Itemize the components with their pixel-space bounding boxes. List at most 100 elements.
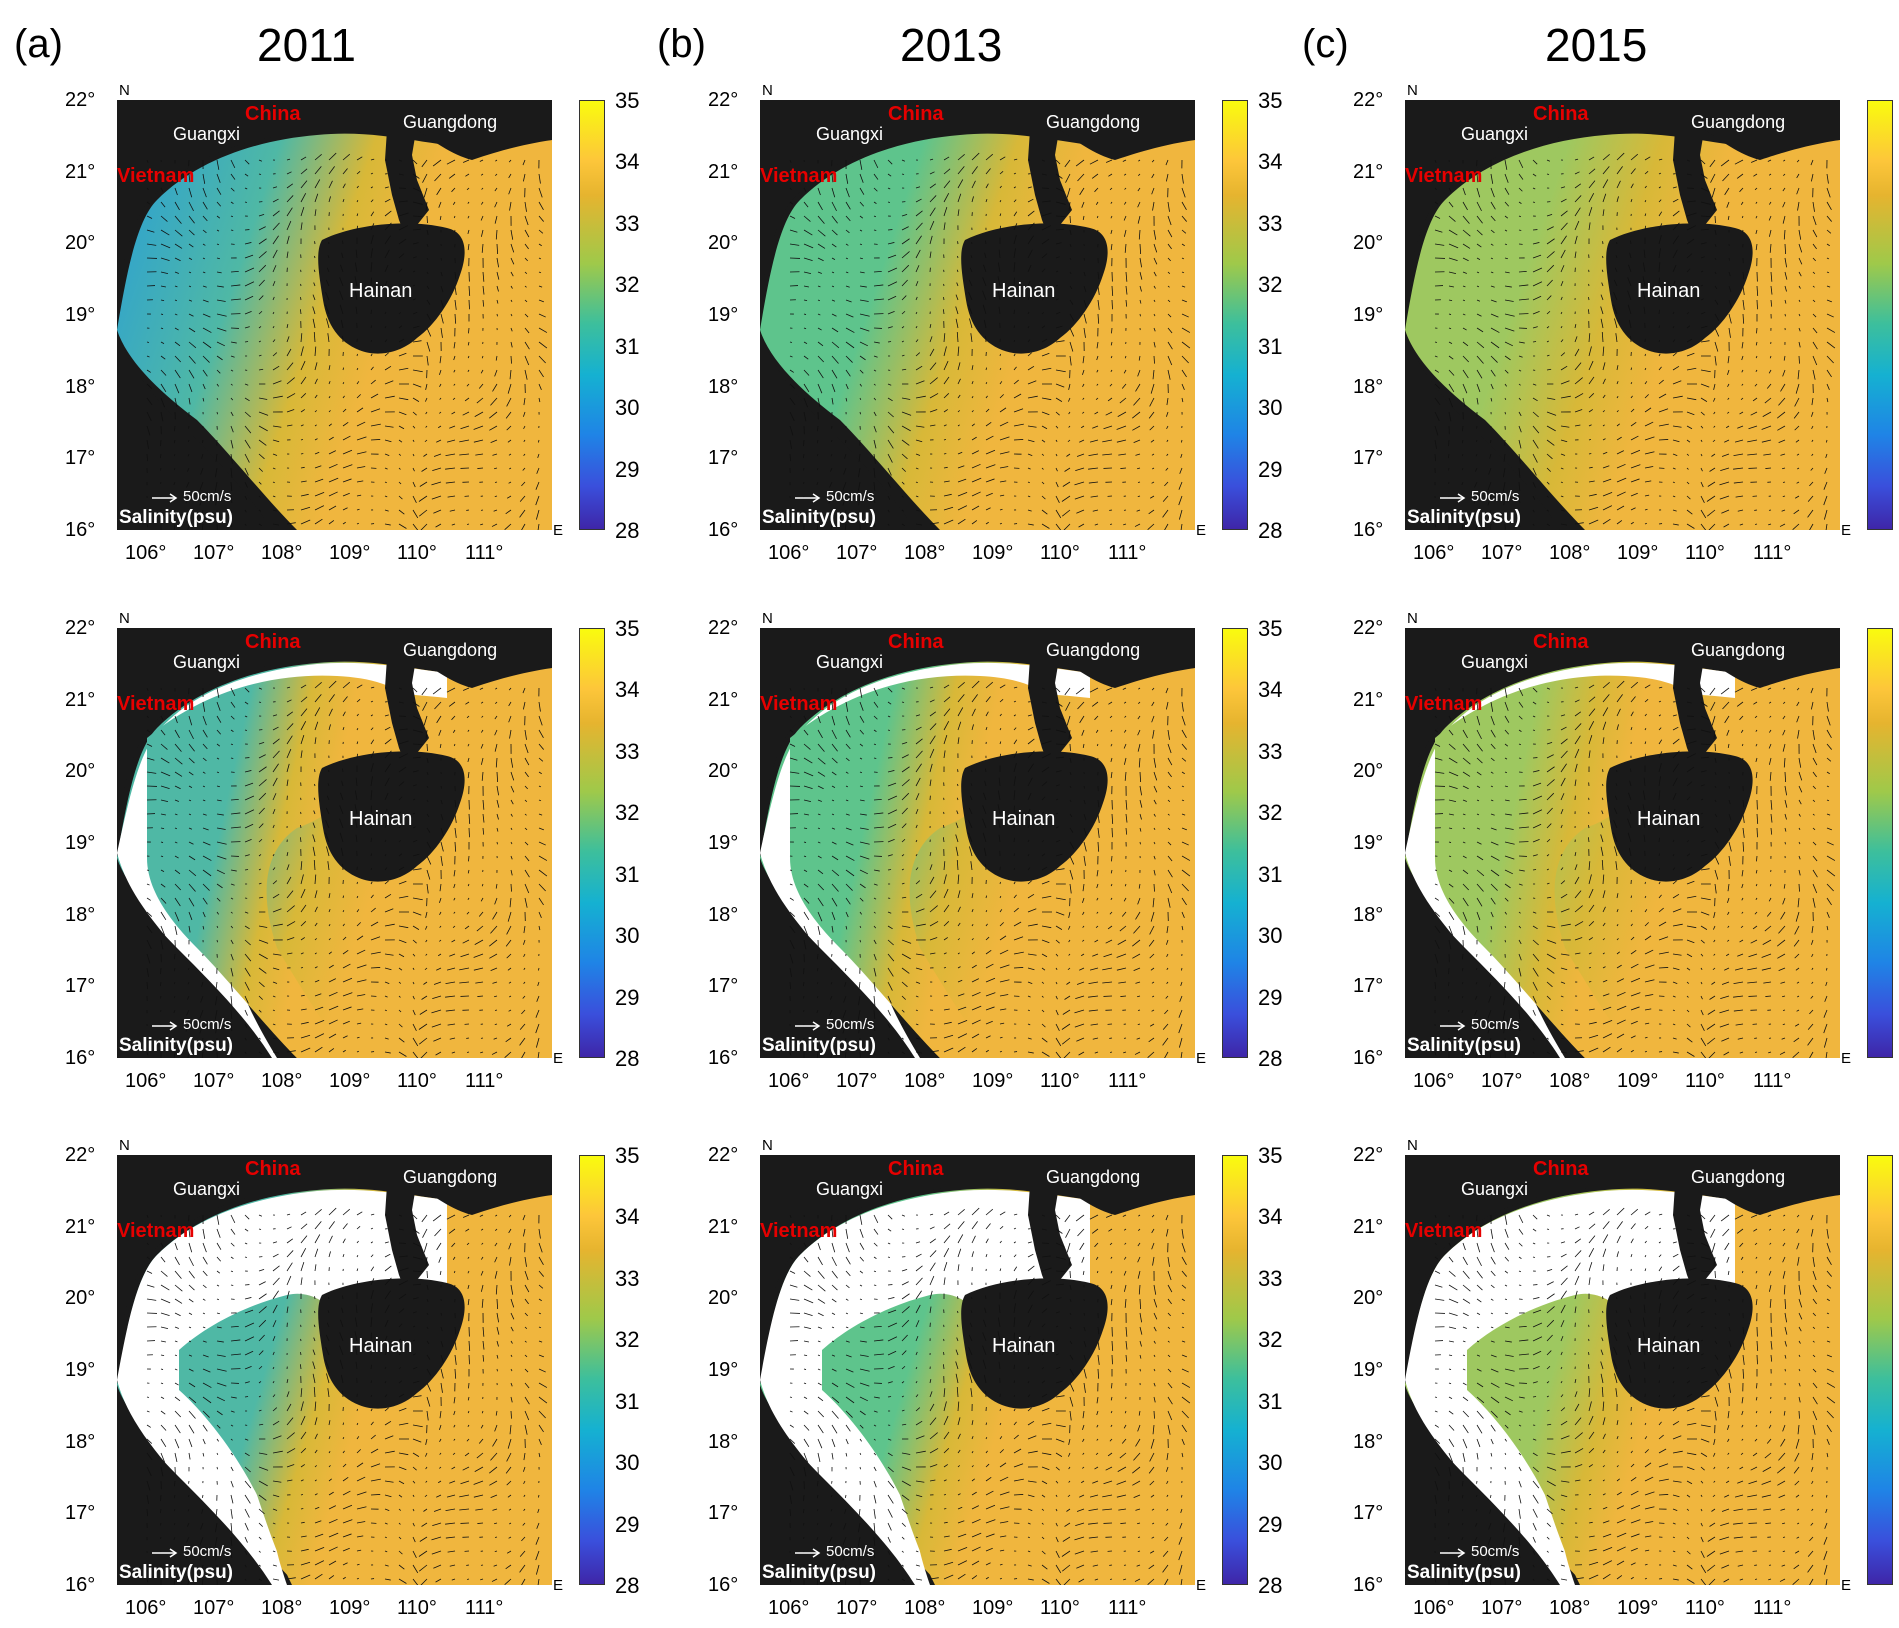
label-china: China (888, 631, 944, 653)
label-vietnam: Vietnam (760, 165, 838, 187)
label-guangxi: Guangxi (173, 124, 241, 144)
label-guangdong: Guangdong (403, 1167, 498, 1187)
label-vietnam: Vietnam (760, 1220, 838, 1242)
scale-arrowhead (1457, 1021, 1466, 1031)
scale-label: 50cm/s (183, 1016, 232, 1033)
scale-label: 50cm/s (826, 1543, 875, 1560)
lat-tick: 16° (1353, 1574, 1384, 1596)
label-hainan: Hainan (1637, 280, 1701, 302)
lon-tick: 109° (1617, 1597, 1659, 1619)
colorbar-tick: 34 (615, 1204, 640, 1230)
lat-tick: 17° (708, 975, 739, 998)
lat-tick: 16° (1353, 1047, 1384, 1069)
lat-tick: 22° (708, 617, 739, 639)
lat-tick: 21° (65, 1215, 96, 1238)
lat-tick: 21° (1353, 688, 1384, 711)
colorbar-tick: 28 (1258, 1573, 1283, 1598)
lon-tick: 107° (836, 1070, 878, 1092)
scale-arrowhead (169, 1548, 178, 1558)
colorbar-tick: 33 (1258, 1265, 1283, 1291)
lon-tick: 109° (972, 1070, 1014, 1092)
lon-tick: 107° (1481, 1597, 1523, 1619)
label-guangdong: Guangdong (1046, 640, 1141, 660)
north-label: N (1407, 610, 1418, 627)
colorbar-tick: 32 (1258, 800, 1283, 826)
label-china: China (245, 631, 301, 653)
label-vietnam: Vietnam (1405, 1220, 1483, 1242)
lon-tick: 106° (1413, 542, 1455, 564)
leizhou-peninsula (1028, 1170, 1072, 1295)
lat-tick: 18° (65, 1430, 96, 1453)
colorbar-tick: 34 (615, 677, 640, 703)
current-vectors (1434, 152, 1836, 530)
map-panel: China Guangxi Guangdong Vietnam Hainan 50cm/s… (760, 1155, 1195, 1585)
lat-tick: 22° (1353, 89, 1384, 111)
label-hainan: Hainan (1637, 808, 1701, 830)
vietnam-coast (117, 1385, 272, 1585)
scale-arrowhead (1457, 1548, 1466, 1558)
lat-tick: 20° (65, 1287, 96, 1310)
east-label: E (1841, 1577, 1852, 1594)
lat-tick: 22° (1353, 1144, 1384, 1166)
lon-tick: 110° (1040, 1070, 1080, 1092)
map-canvas (117, 100, 552, 530)
scale-label: 50cm/s (1471, 1543, 1520, 1560)
lon-tick: 111° (1753, 542, 1792, 564)
map-panel: China Guangxi Guangdong Vietnam Hainan 50cm/s… (760, 100, 1195, 530)
leizhou-peninsula (1673, 115, 1717, 240)
label-guangdong: Guangdong (1691, 1167, 1786, 1187)
lat-tick: 18° (708, 1430, 739, 1453)
lat-tick: 18° (65, 903, 96, 926)
lat-tick: 20° (1353, 760, 1384, 783)
vietnam-coast (1405, 1385, 1560, 1585)
northern-coast (760, 1155, 1195, 1385)
lat-tick: 17° (708, 1502, 739, 1525)
lon-tick: 109° (329, 1070, 371, 1092)
open-sea (1650, 668, 1840, 1058)
colorbar-tick: 30 (1258, 1450, 1283, 1476)
east-label: E (1196, 1577, 1207, 1594)
lat-tick: 18° (708, 375, 739, 398)
colorbar-tick: 30 (1258, 923, 1283, 949)
lat-tick: 21° (65, 160, 96, 183)
lat-tick: 18° (65, 375, 96, 398)
colorbar-tick: 28 (615, 1573, 640, 1598)
north-label: N (762, 610, 773, 627)
scale-arrowhead (1457, 493, 1466, 503)
open-sea (1650, 140, 1840, 530)
vietnam-coast (117, 330, 272, 530)
salinity-label: Salinity(psu) (762, 1035, 877, 1056)
lat-tick: 19° (1353, 832, 1384, 854)
lat-tick: 22° (65, 89, 96, 111)
scale-label: 50cm/s (1471, 1016, 1520, 1033)
open-sea (1005, 668, 1195, 1058)
scale-arrowhead (812, 1021, 821, 1031)
hainan-island (1606, 1278, 1753, 1409)
lon-tick: 107° (193, 1070, 235, 1092)
lon-tick: 108° (261, 1597, 303, 1619)
east-label: E (553, 1577, 564, 1594)
open-sea (362, 140, 552, 530)
colorbar-tick: 29 (1258, 984, 1283, 1010)
lon-tick: 107° (836, 542, 878, 564)
lat-tick: 20° (708, 760, 739, 783)
lat-tick: 16° (65, 519, 96, 541)
label-hainan: Hainan (349, 808, 413, 830)
map-canvas (1405, 628, 1840, 1058)
salinity-label: Salinity(psu) (119, 1562, 234, 1583)
map-panel: China Guangxi Guangdong Vietnam Hainan 50cm/s… (117, 100, 552, 530)
hainan-island (318, 1278, 465, 1409)
lat-tick: 20° (65, 760, 96, 783)
north-label: N (119, 610, 130, 627)
lat-tick: 21° (1353, 160, 1384, 183)
lat-tick: 17° (1353, 1502, 1384, 1525)
colorbar-tick: 34 (615, 149, 640, 175)
colorbar-tick: 31 (615, 1388, 640, 1414)
east-label: E (1196, 1050, 1207, 1067)
hainan-island (961, 751, 1108, 882)
map-canvas (760, 628, 1195, 1058)
northern-coast (1405, 100, 1840, 330)
colorbar-tick: 33 (615, 1265, 640, 1291)
lon-tick: 106° (768, 542, 810, 564)
